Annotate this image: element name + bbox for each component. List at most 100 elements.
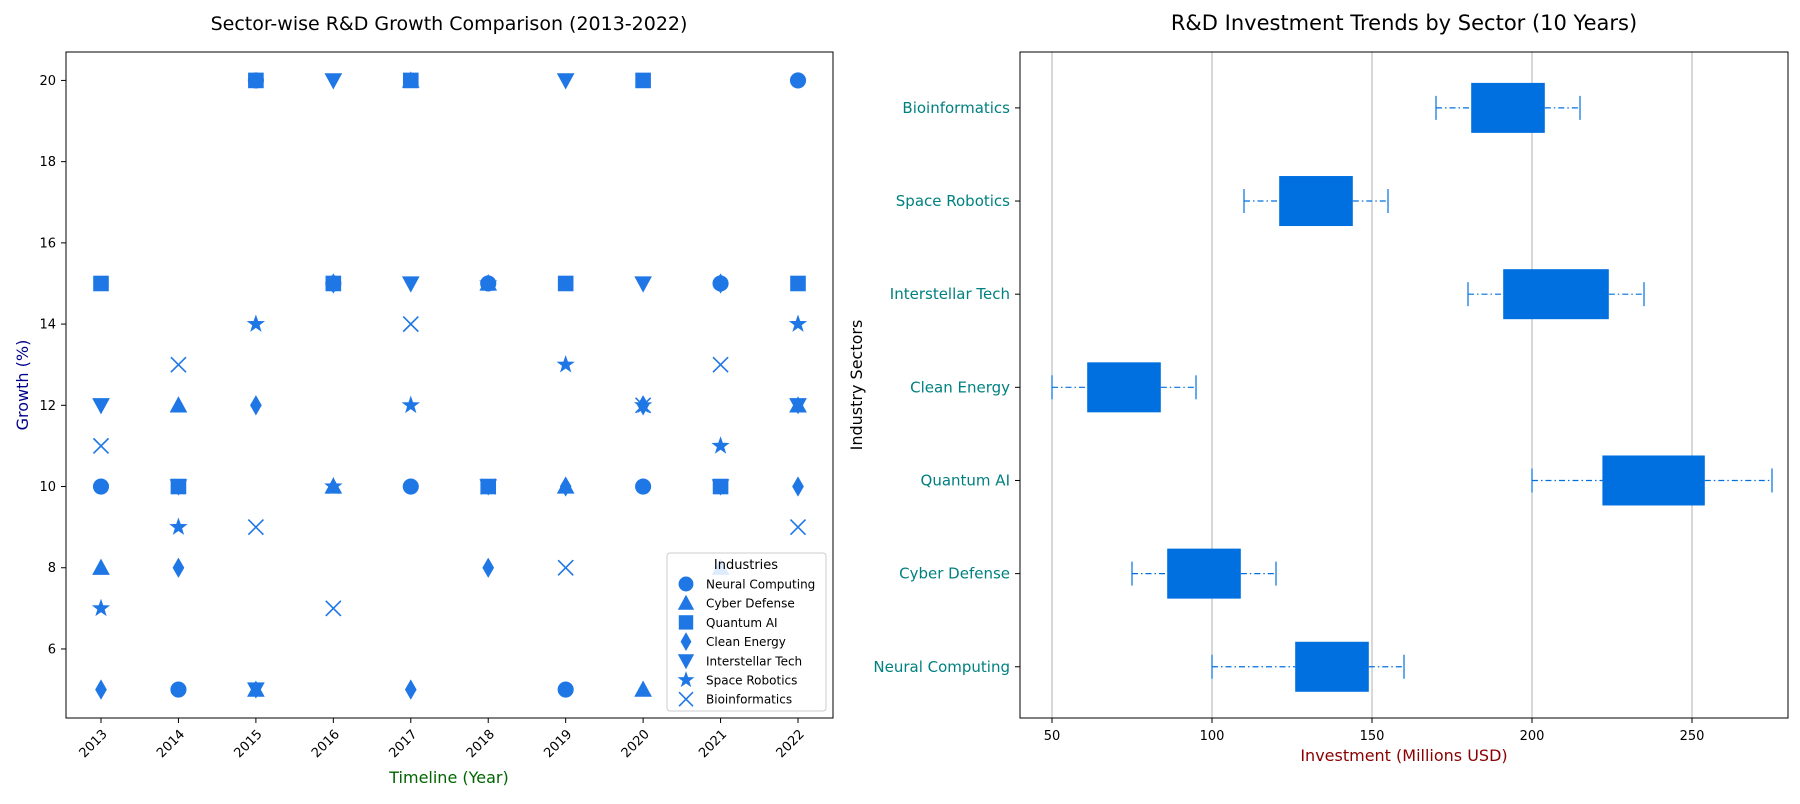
legend-marker-bioinformatics [678, 691, 694, 707]
scatter-point-clean-energy [95, 679, 107, 700]
scatter-point-neural-computing [789, 72, 807, 89]
box-plot-frame [1019, 51, 1789, 719]
scatter-point-bioinformatics [480, 478, 497, 495]
scatter-point-bioinformatics [635, 397, 652, 414]
box-iqr [1167, 548, 1241, 599]
legend-entry: Bioinformatics [678, 691, 792, 707]
scatter-point-space-robotics [246, 314, 266, 332]
legend-entry: Neural Computing [678, 576, 815, 592]
legend-entry: Clean Energy [680, 632, 786, 651]
scatter-point-space-robotics [169, 517, 188, 535]
scatter-point-clean-energy [482, 557, 495, 578]
legend-marker-quantum-ai [678, 615, 694, 630]
scatter-y-tick-label: 10 [39, 480, 56, 495]
scatter-point-clean-energy [327, 273, 340, 294]
scatter-point-bioinformatics [712, 356, 729, 373]
scatter-y-tick-label: 20 [39, 74, 56, 89]
box-x-axis-label: Investment (Millions USD) [1300, 746, 1507, 765]
scatter-point-cyber-defense [92, 558, 110, 575]
scatter-y-tick-label: 18 [39, 155, 56, 170]
box-x-tick-label: 250 [1680, 729, 1705, 744]
scatter-point-quantum-ai [557, 275, 574, 292]
scatter-point-clean-energy [250, 395, 262, 416]
box-iqr [1503, 269, 1609, 320]
scatter-point-neural-computing [170, 681, 187, 698]
legend-label: Clean Energy [706, 635, 786, 649]
scatter-y-tick-label: 8 [48, 561, 56, 576]
scatter-point-quantum-ai [790, 275, 806, 292]
scatter-point-cyber-defense [634, 680, 652, 697]
legend-title: Industries [714, 558, 778, 573]
legend-marker-neural-computing [678, 576, 694, 592]
box-y-ticks: Neural Computing Cyber Defense Quantum AI C… [873, 99, 1020, 676]
scatter-point-bioinformatics [557, 559, 574, 576]
legend-label: Interstellar Tech [706, 654, 802, 668]
scatter-point-space-robotics [556, 355, 575, 373]
legend-label: Quantum AI [706, 616, 778, 630]
scatter-plot-frame [65, 51, 834, 719]
box-interstellar-tech [1467, 269, 1645, 320]
box-y-tick-label: Quantum AI [921, 471, 1010, 489]
box-cyber-defense [1131, 548, 1277, 599]
box-neural-computing [1211, 641, 1405, 692]
scatter-y-tick-label: 6 [48, 642, 56, 657]
scatter-point-space-robotics [479, 273, 498, 292]
scatter-point-space-robotics [711, 436, 730, 454]
scatter-point-interstellar-tech [401, 276, 420, 293]
scatter-point-quantum-ai [635, 72, 651, 89]
series-bioinformatics [92, 315, 807, 617]
scatter-point-interstellar-tech [556, 73, 575, 90]
legend-marker-clean-energy [680, 632, 692, 651]
legend-label: Bioinformatics [706, 693, 792, 707]
scatter-y-axis-label: Growth (%) [13, 340, 32, 431]
box-x-gridlines [1051, 52, 1693, 718]
box-y-tick-label: Cyber Defense [899, 565, 1010, 583]
box-x-ticks: 50 100 150 200 250 [1044, 718, 1705, 744]
scatter-point-space-robotics [324, 476, 343, 495]
box-y-tick-label: Space Robotics [896, 192, 1010, 210]
scatter-point-bioinformatics [789, 519, 807, 536]
box-x-tick-label: 150 [1360, 729, 1385, 744]
scatter-point-cyber-defense [169, 396, 188, 413]
scatter-point-quantum-ai [93, 275, 109, 292]
scatter-point-space-robotics [91, 598, 111, 617]
scatter-y-ticks: 6 8 10 12 14 16 18 20 [39, 74, 66, 657]
scatter-chart-title: Sector-wise R&D Growth Comparison (2013-… [211, 13, 688, 35]
scatter-point-bioinformatics [247, 519, 264, 536]
box-y-tick-label: Clean Energy [910, 378, 1010, 396]
scatter-point-space-robotics [401, 395, 420, 414]
scatter-point-clean-energy [404, 679, 417, 700]
series-interstellar-tech [92, 73, 807, 699]
scatter-point-clean-energy [172, 557, 185, 578]
legend-label: Space Robotics [706, 674, 797, 688]
scatter-point-clean-energy [792, 476, 804, 497]
legend-entry: Space Robotics [677, 671, 797, 688]
legend-marker-interstellar-tech [677, 654, 695, 670]
scatter-point-interstellar-tech [247, 682, 265, 699]
legend-label: Cyber Defense [706, 597, 795, 611]
scatter-point-neural-computing [402, 478, 419, 495]
scatter-point-interstellar-tech [789, 398, 807, 415]
scatter-point-interstellar-tech [324, 73, 343, 90]
scatter-point-neural-computing [635, 478, 652, 495]
scatter-point-clean-energy [714, 273, 727, 294]
box-x-tick-label: 50 [1044, 729, 1061, 744]
box-x-tick-label: 100 [1200, 729, 1225, 744]
legend-entry: Cyber Defense [677, 594, 795, 611]
scatter-point-interstellar-tech [711, 479, 730, 496]
scatter-point-interstellar-tech [634, 276, 652, 293]
scatter-point-interstellar-tech [169, 479, 188, 496]
box-bioinformatics [1435, 82, 1581, 133]
scatter-y-tick-label: 14 [39, 318, 56, 333]
scatter-y-tick-label: 12 [39, 399, 56, 414]
box-iqr [1471, 82, 1545, 133]
series-clean-energy [95, 273, 804, 700]
box-iqr [1087, 362, 1161, 413]
box-y-tick-label: Bioinformatics [902, 99, 1010, 117]
box-chart-title: R&D Investment Trends by Sector (10 Year… [1171, 11, 1637, 35]
scatter-points [91, 71, 808, 700]
box-y-tick-label: Neural Computing [873, 658, 1010, 676]
scatter-point-bioinformatics [402, 315, 419, 333]
